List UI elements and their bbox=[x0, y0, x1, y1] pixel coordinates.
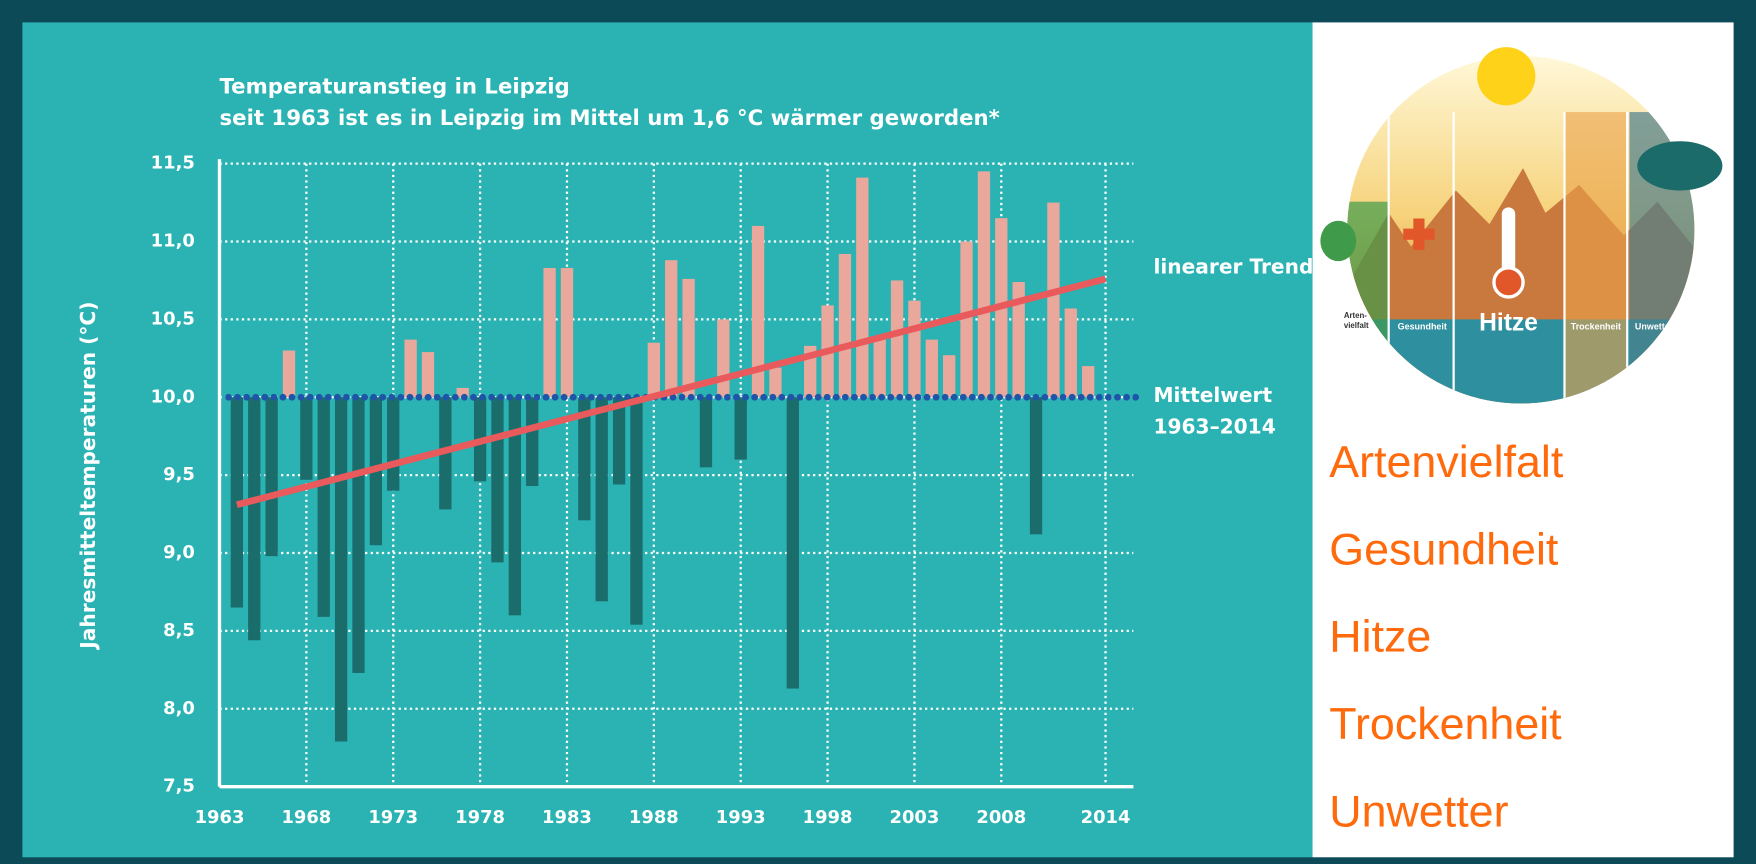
y-tick-label: 8,0 bbox=[163, 698, 195, 719]
bar bbox=[787, 397, 799, 688]
bar bbox=[874, 338, 886, 397]
bar bbox=[908, 301, 920, 398]
bar bbox=[335, 397, 347, 741]
x-tick-label: 1993 bbox=[716, 807, 766, 828]
bar bbox=[491, 397, 503, 562]
menu-link[interactable]: Trockenheit bbox=[1329, 699, 1562, 749]
bar bbox=[318, 397, 330, 617]
bar bbox=[943, 355, 955, 397]
illustration-label: Unwetter bbox=[1635, 322, 1674, 332]
menu-link[interactable]: Unwetter bbox=[1329, 787, 1508, 837]
bar bbox=[422, 352, 434, 397]
menu-link[interactable]: Hitze bbox=[1329, 612, 1431, 662]
trend-label: linearer Trend bbox=[1153, 254, 1313, 278]
thermometer-bulb bbox=[1494, 268, 1523, 297]
bar bbox=[735, 397, 747, 459]
illustration-label: Gesundheit bbox=[1398, 322, 1447, 332]
screenshot: Temperaturanstieg in Leipzig seit 1963 i… bbox=[0, 0, 1756, 864]
sun bbox=[1477, 47, 1535, 105]
bar bbox=[665, 260, 677, 397]
bar bbox=[1065, 308, 1077, 397]
bar bbox=[682, 279, 694, 397]
bar bbox=[648, 343, 660, 398]
y-tick-label: 9,5 bbox=[163, 464, 195, 485]
x-tick-label: 1973 bbox=[368, 807, 418, 828]
x-tick-label: 2003 bbox=[890, 807, 940, 828]
bar bbox=[978, 171, 990, 397]
y-tick-label: 11,0 bbox=[151, 230, 195, 251]
x-tick-label: 1983 bbox=[542, 807, 592, 828]
bar bbox=[613, 397, 625, 484]
storm-cloud bbox=[1637, 141, 1722, 190]
illustration-drought bbox=[1564, 112, 1626, 403]
bar bbox=[265, 397, 277, 556]
page: Temperaturanstieg in Leipzig seit 1963 i… bbox=[0, 0, 1756, 864]
bar bbox=[717, 319, 729, 397]
bar bbox=[839, 254, 851, 397]
x-tick-label: 2014 bbox=[1081, 807, 1131, 828]
menu-link[interactable]: Artenvielfalt bbox=[1329, 437, 1564, 487]
chart-panel bbox=[22, 22, 1312, 857]
menu-link[interactable]: Gesundheit bbox=[1329, 524, 1559, 574]
x-tick-label: 1978 bbox=[455, 807, 505, 828]
illustration-label: Arten- bbox=[1344, 311, 1367, 320]
y-tick-label: 7,5 bbox=[163, 776, 195, 797]
illustration-label: Trockenheit bbox=[1571, 322, 1621, 332]
y-tick-label: 10,5 bbox=[151, 308, 195, 329]
bar bbox=[769, 368, 781, 398]
bar bbox=[856, 178, 868, 398]
y-axis-label: Jahresmitteltemperaturen (°C) bbox=[76, 302, 100, 651]
tree bbox=[1320, 221, 1356, 261]
bar bbox=[526, 397, 538, 486]
thermometer bbox=[1502, 207, 1515, 274]
bar bbox=[561, 268, 573, 397]
health-cross bbox=[1403, 229, 1434, 240]
x-tick-label: 2008 bbox=[976, 807, 1026, 828]
bar bbox=[404, 340, 416, 398]
bar bbox=[387, 397, 399, 490]
x-tick-label: 1963 bbox=[195, 807, 245, 828]
bar bbox=[700, 397, 712, 467]
chart-title: Temperaturanstieg in Leipzig bbox=[220, 74, 570, 99]
bar bbox=[596, 397, 608, 601]
y-tick-label: 8,5 bbox=[163, 620, 195, 641]
y-tick-label: 11,5 bbox=[151, 153, 195, 174]
bar bbox=[300, 397, 312, 480]
bar bbox=[1047, 203, 1059, 398]
bar bbox=[926, 340, 938, 398]
y-tick-label: 10,0 bbox=[151, 386, 195, 407]
bar bbox=[248, 397, 260, 640]
bar bbox=[1082, 366, 1094, 397]
bar bbox=[1030, 397, 1042, 534]
illustration-label: vielfalt bbox=[1344, 321, 1369, 330]
bar bbox=[891, 280, 903, 397]
illustration-label: Hitze bbox=[1479, 309, 1538, 336]
mean-label: Mittelwert bbox=[1153, 383, 1272, 407]
mean-period: 1963–2014 bbox=[1153, 415, 1275, 439]
y-tick-label: 9,0 bbox=[163, 542, 195, 563]
x-tick-label: 1988 bbox=[629, 807, 679, 828]
x-tick-label: 1998 bbox=[803, 807, 853, 828]
chart-subtitle: seit 1963 ist es in Leipzig im Mittel um… bbox=[220, 106, 1000, 131]
bar bbox=[630, 397, 642, 624]
bar bbox=[352, 397, 364, 673]
bar bbox=[283, 351, 295, 398]
bar bbox=[543, 268, 555, 397]
x-tick-label: 1968 bbox=[281, 807, 331, 828]
